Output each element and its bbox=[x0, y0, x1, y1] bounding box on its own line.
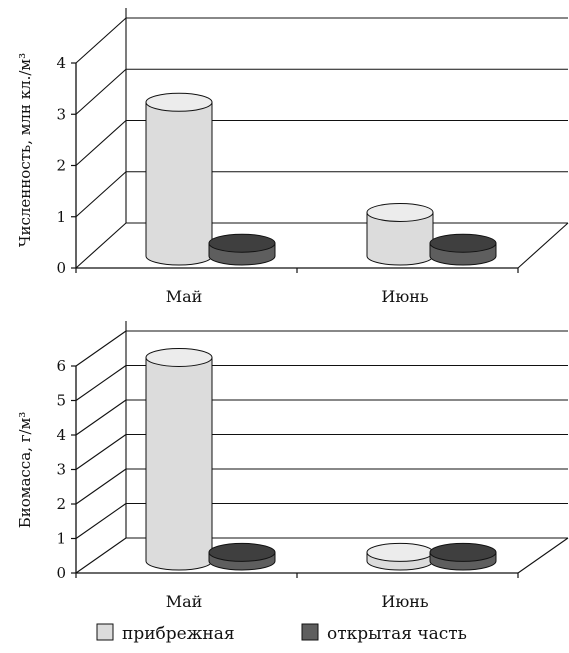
x-tick-label: Июнь bbox=[381, 287, 429, 306]
gridline-wall bbox=[75, 222, 127, 269]
legend-label-pribrezhnaya: прибрежная bbox=[122, 624, 235, 644]
y-axis-label: Биомасса, г/м³ bbox=[16, 412, 34, 529]
cylinder-top bbox=[429, 233, 497, 253]
floor-right-edge bbox=[517, 222, 569, 269]
gridline-wall bbox=[75, 503, 127, 539]
chart-abundance: 0 1 2 3 4 Май Июнь Численность, млн кл./м³ bbox=[16, 8, 569, 306]
gridline-wall bbox=[75, 17, 127, 64]
x-tick-label: Май bbox=[166, 287, 203, 306]
gridline-wall bbox=[75, 468, 127, 505]
cylinder-body bbox=[145, 101, 213, 266]
cylinder-top bbox=[145, 347, 213, 367]
y-tick-label: 6 bbox=[56, 357, 66, 375]
gridline-wall bbox=[75, 171, 127, 218]
cylinder-body bbox=[145, 356, 213, 571]
bar-pribrezhnaya-may bbox=[145, 92, 213, 266]
bar-otkrytaya-june bbox=[429, 542, 497, 571]
gridline-wall bbox=[75, 330, 127, 367]
y-tick-label: 0 bbox=[56, 259, 66, 277]
y-tick-label: 4 bbox=[56, 426, 66, 444]
y-axis-label: Численность, млн кл./м³ bbox=[16, 53, 34, 247]
cylinder-top bbox=[366, 202, 434, 222]
x-tick-label: Май bbox=[166, 592, 203, 611]
bar-otkrytaya-may bbox=[208, 233, 276, 266]
bar-otkrytaya-may bbox=[208, 542, 276, 571]
bar-pribrezhnaya-june bbox=[366, 202, 434, 266]
cylinder-top bbox=[145, 92, 213, 112]
cylinder-top bbox=[366, 542, 434, 562]
y-tick-label: 0 bbox=[56, 564, 66, 582]
y-tick-label: 1 bbox=[56, 530, 66, 548]
legend-label-otkrytaya: открытая часть bbox=[327, 624, 467, 644]
gridline-wall bbox=[75, 399, 127, 436]
y-tick-label: 5 bbox=[56, 392, 66, 410]
bar-pribrezhnaya-may bbox=[145, 347, 213, 571]
floor-right-edge bbox=[517, 537, 569, 574]
gridline-wall bbox=[75, 537, 127, 574]
gridline-wall bbox=[75, 68, 127, 115]
y-tick-label: 2 bbox=[56, 495, 66, 513]
cylinder-top bbox=[429, 542, 497, 562]
y-tick-label: 1 bbox=[56, 208, 66, 226]
cylinder-top bbox=[208, 233, 276, 253]
x-tick-label: Июнь bbox=[381, 592, 429, 611]
y-tick-label: 3 bbox=[56, 461, 66, 479]
gridline-wall bbox=[75, 365, 127, 401]
cylinder-top bbox=[208, 542, 276, 562]
legend: прибрежная открытая часть bbox=[96, 623, 467, 644]
y-tick-label: 3 bbox=[56, 105, 66, 123]
y-tick-label: 2 bbox=[56, 157, 66, 175]
gridline-wall bbox=[75, 120, 127, 166]
bar-otkrytaya-june bbox=[429, 233, 497, 266]
chart-biomass: 0 1 2 3 4 5 6 Май Июнь Биомасса, г/м³ bbox=[16, 321, 569, 611]
y-tick-label: 4 bbox=[56, 54, 66, 72]
legend-swatch-pribrezhnaya bbox=[96, 623, 114, 641]
legend-swatch-otkrytaya bbox=[301, 623, 319, 641]
gridline-wall bbox=[75, 434, 127, 470]
bar-pribrezhnaya-june bbox=[366, 542, 434, 571]
